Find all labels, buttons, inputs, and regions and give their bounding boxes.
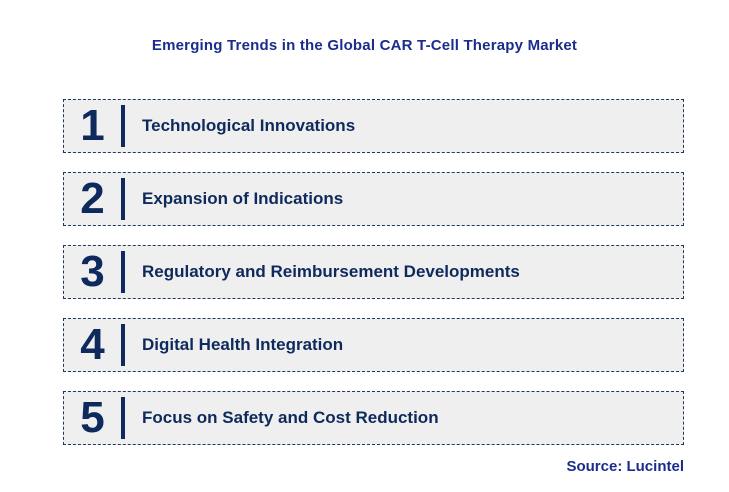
trend-row: 4 Digital Health Integration	[63, 318, 684, 372]
trend-divider-bar	[121, 324, 125, 366]
trend-divider-bar	[121, 178, 125, 220]
trend-label: Expansion of Indications	[142, 189, 344, 208]
trend-row: 2 Expansion of Indications	[63, 172, 684, 226]
trend-number: 3	[80, 247, 105, 296]
trend-list: 1 Technological Innovations 2 Expansion …	[63, 99, 684, 445]
trend-divider-bar	[121, 397, 125, 439]
trend-row: 1 Technological Innovations	[63, 99, 684, 153]
trend-label: Regulatory and Reimbursement Development…	[142, 262, 520, 281]
trend-row: 3 Regulatory and Reimbursement Developme…	[63, 245, 684, 299]
trend-number: 4	[80, 320, 105, 369]
trend-label: Focus on Safety and Cost Reduction	[142, 408, 439, 427]
trend-number: 2	[80, 174, 105, 223]
trend-label: Technological Innovations	[142, 116, 356, 135]
trend-number: 5	[80, 393, 105, 442]
source-credit: Source: Lucintel	[566, 458, 684, 475]
trend-label: Digital Health Integration	[142, 335, 344, 354]
trend-divider-bar	[121, 105, 125, 147]
trend-row: 5 Focus on Safety and Cost Reduction	[63, 391, 684, 445]
trend-number: 1	[80, 101, 105, 150]
trend-divider-bar	[121, 251, 125, 293]
page-title: Emerging Trends in the Global CAR T-Cell…	[151, 37, 578, 54]
